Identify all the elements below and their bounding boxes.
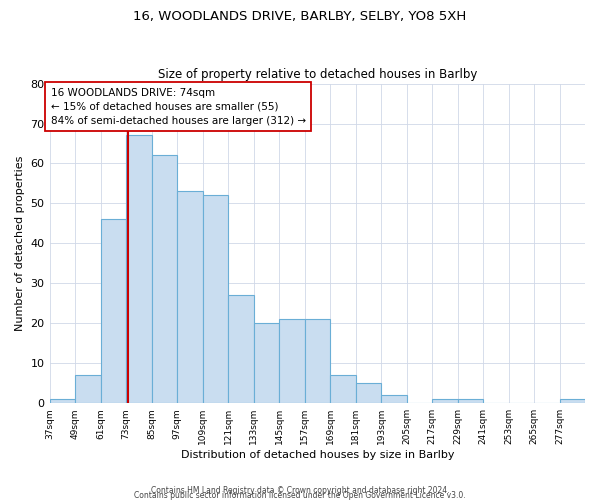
Bar	[203, 196, 228, 403]
Text: 16, WOODLANDS DRIVE, BARLBY, SELBY, YO8 5XH: 16, WOODLANDS DRIVE, BARLBY, SELBY, YO8 …	[133, 10, 467, 23]
Bar	[356, 383, 381, 403]
Text: 16 WOODLANDS DRIVE: 74sqm
← 15% of detached houses are smaller (55)
84% of semi-: 16 WOODLANDS DRIVE: 74sqm ← 15% of detac…	[50, 88, 306, 126]
Bar	[458, 399, 483, 403]
X-axis label: Distribution of detached houses by size in Barlby: Distribution of detached houses by size …	[181, 450, 454, 460]
Bar	[432, 399, 458, 403]
Bar	[152, 156, 177, 403]
Bar	[50, 399, 75, 403]
Bar	[254, 324, 279, 403]
Title: Size of property relative to detached houses in Barlby: Size of property relative to detached ho…	[158, 68, 477, 81]
Text: Contains public sector information licensed under the Open Government Licence v3: Contains public sector information licen…	[134, 491, 466, 500]
Bar	[560, 399, 585, 403]
Bar	[381, 395, 407, 403]
Bar	[228, 296, 254, 403]
Bar	[75, 375, 101, 403]
Y-axis label: Number of detached properties: Number of detached properties	[15, 156, 25, 331]
Bar	[126, 136, 152, 403]
Text: Contains HM Land Registry data © Crown copyright and database right 2024.: Contains HM Land Registry data © Crown c…	[151, 486, 449, 495]
Bar	[305, 320, 330, 403]
Bar	[279, 320, 305, 403]
Bar	[330, 375, 356, 403]
Bar	[101, 220, 126, 403]
Bar	[177, 192, 203, 403]
